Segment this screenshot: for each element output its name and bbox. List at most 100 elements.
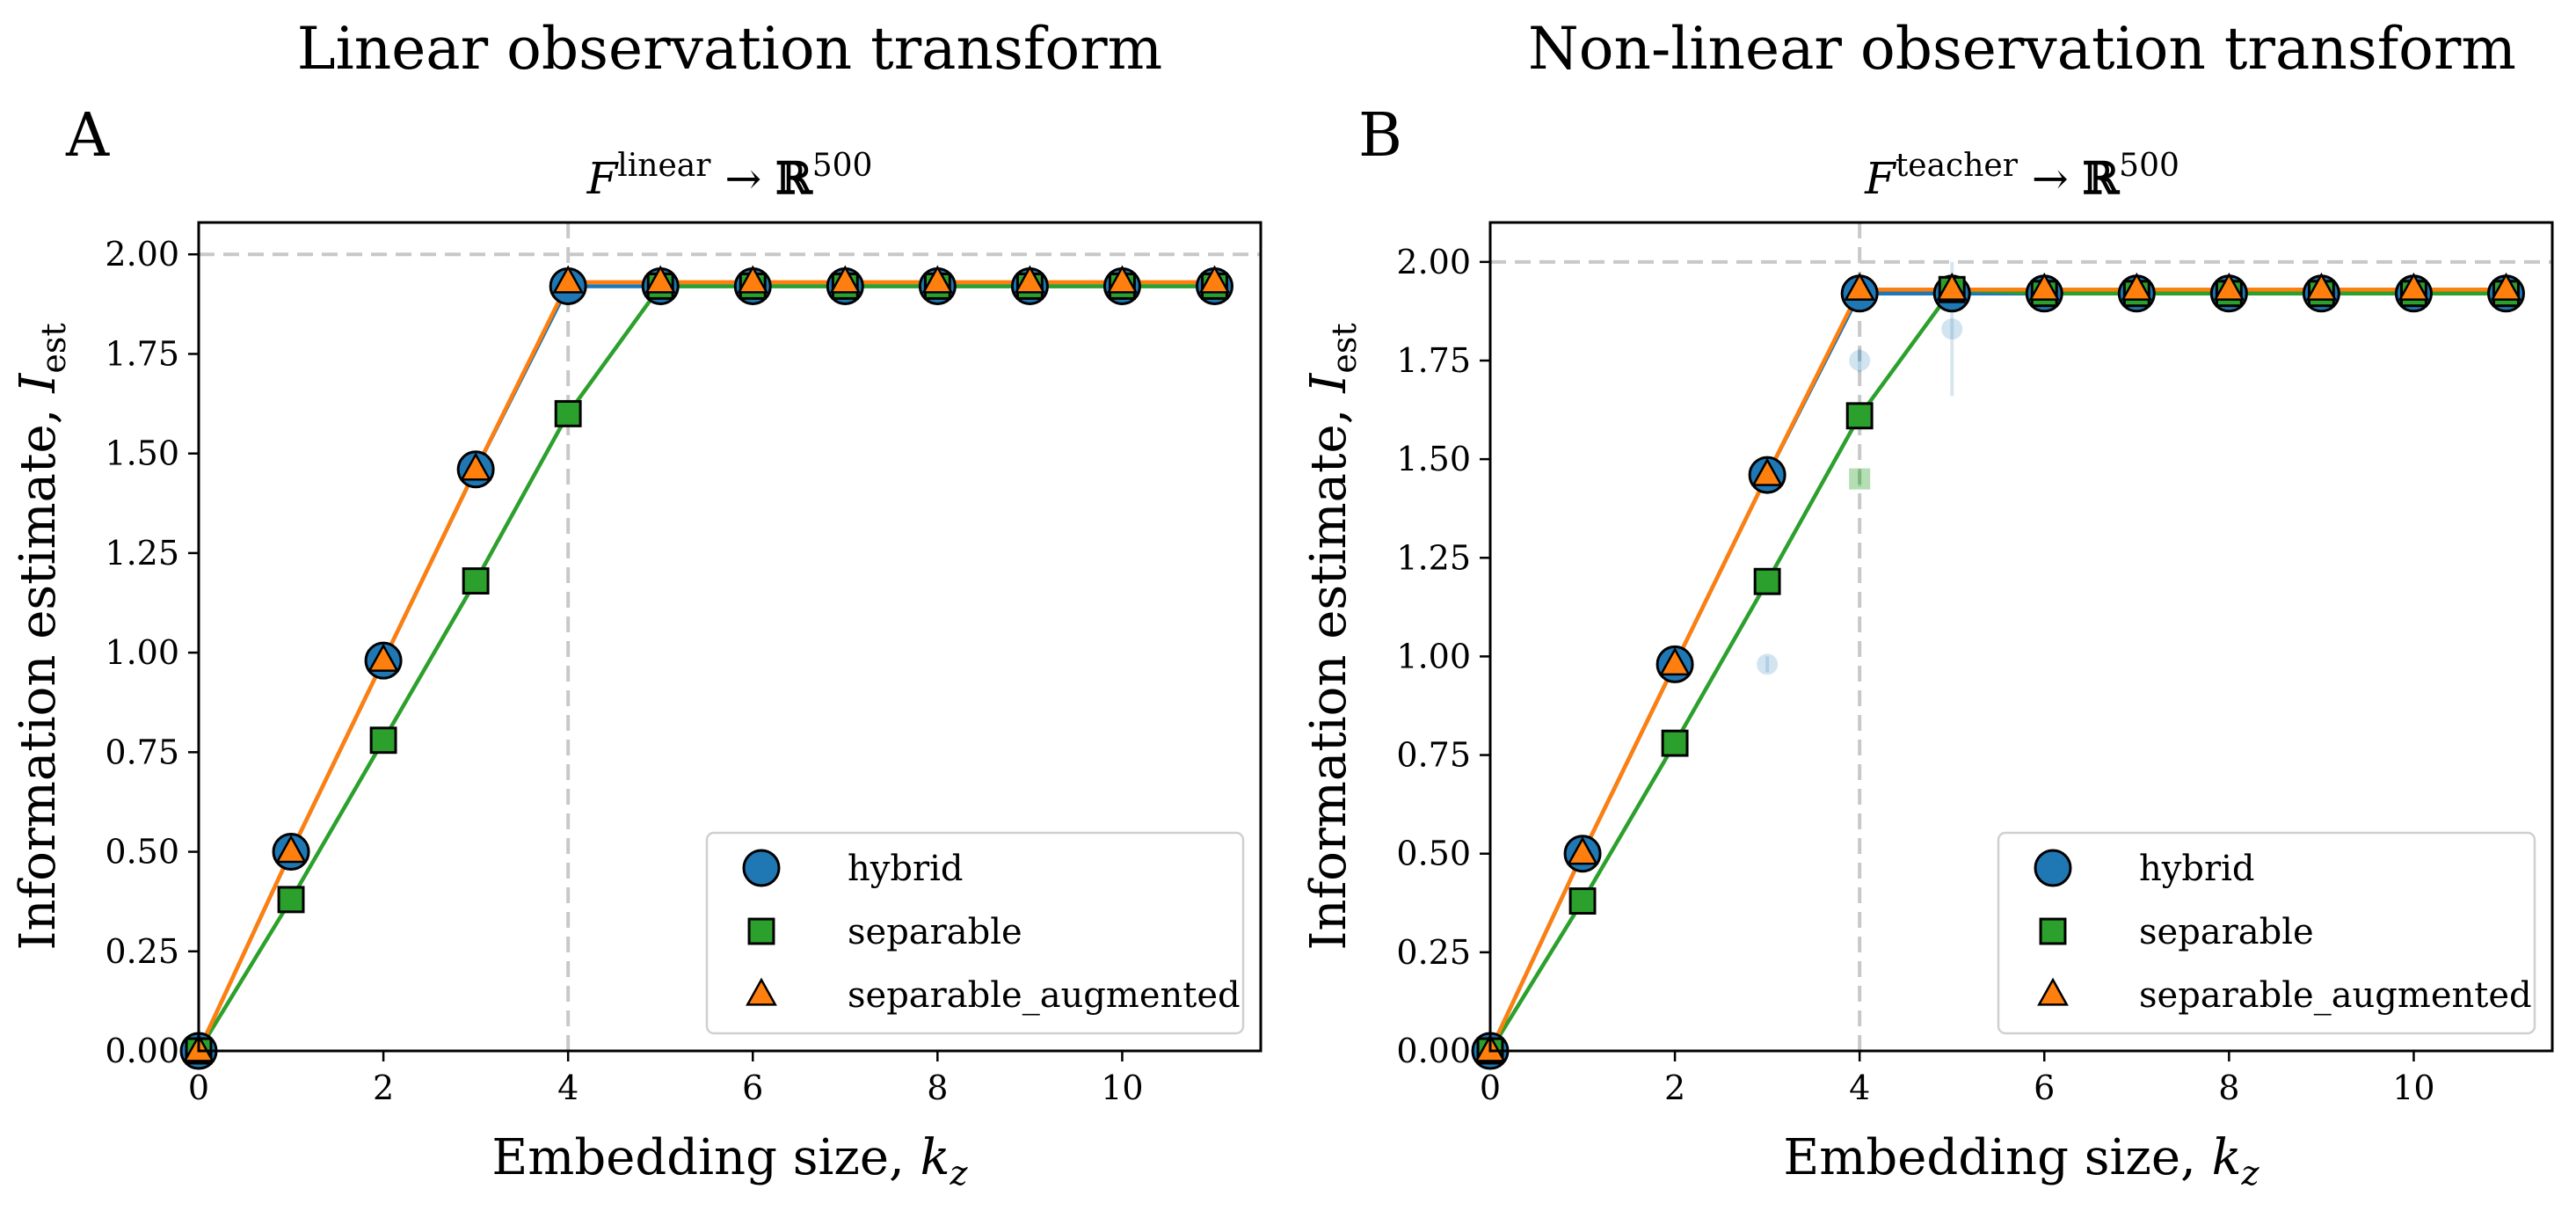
data-point-separable_augmented xyxy=(1751,457,1784,486)
x-tick-label: 8 xyxy=(927,1068,948,1107)
y-tick-label: 2.00 xyxy=(1396,243,1471,281)
y-tick-label: 0.25 xyxy=(1396,933,1471,972)
y-tick-label: 0.50 xyxy=(1396,835,1471,873)
x-axis-label: Embedding size, kz xyxy=(1783,1129,2259,1192)
title-superscript: linear xyxy=(617,148,711,184)
y-label-sub: est xyxy=(1325,323,1364,373)
y-tick-label: 1.25 xyxy=(1396,538,1471,577)
y-tick-label: 0.25 xyxy=(105,932,179,971)
y-tick-label: 0.00 xyxy=(105,1032,179,1070)
data-point-separable_augmented xyxy=(737,265,769,294)
y-tick-label: 2.00 xyxy=(105,235,179,274)
legend-label-separable: separable xyxy=(2139,912,2314,952)
x-tick-label: 8 xyxy=(2218,1068,2239,1107)
legend-label-separable: separable xyxy=(848,912,1022,952)
x-tick-label: 6 xyxy=(742,1068,763,1107)
legend-label-hybrid: hybrid xyxy=(848,849,963,889)
data-point-separable_augmented xyxy=(829,265,862,294)
y-axis-label: Information estimate, Iest xyxy=(1300,323,1364,950)
data-point-separable xyxy=(1753,567,1781,595)
legend: hybrid separable separable_augmented xyxy=(1997,831,2536,1035)
data-point-separable_augmented xyxy=(2490,272,2522,301)
y-tick-label: 1.75 xyxy=(105,334,179,373)
title-dimension: 500 xyxy=(2119,148,2179,184)
data-point-separable xyxy=(1845,402,1874,430)
panel-label: B xyxy=(1358,101,1402,171)
x-tick-label: 10 xyxy=(2392,1068,2434,1107)
legend-marker-hybrid xyxy=(742,849,781,887)
title-space: ℝ xyxy=(775,152,813,204)
data-point-separable_augmented xyxy=(1844,272,1876,301)
legend-box xyxy=(1997,831,2536,1035)
title-space: ℝ xyxy=(2083,152,2121,204)
faint-point xyxy=(1757,653,1779,675)
y-label-var: I xyxy=(10,372,67,394)
data-point-separable_augmented xyxy=(2213,272,2245,301)
legend-box xyxy=(705,831,1245,1035)
panel-a: Linear observation transform A Flinear → ℝ… xyxy=(10,15,1263,1192)
x-label-sub: z xyxy=(2241,1154,2260,1192)
x-tick-label: 2 xyxy=(373,1068,394,1107)
data-point-separable xyxy=(1661,729,1689,757)
data-point-separable_augmented xyxy=(2398,272,2430,301)
data-point-separable_augmented xyxy=(2305,272,2338,301)
data-point-separable_augmented xyxy=(921,265,954,294)
data-point-separable_augmented xyxy=(1567,836,1598,865)
data-point-separable_augmented xyxy=(1106,265,1139,294)
data-point-separable_augmented xyxy=(1014,265,1046,294)
y-tick-label: 1.00 xyxy=(105,633,179,672)
chart-title: Flinear → ℝ500 xyxy=(586,148,873,204)
y-tick-label: 1.75 xyxy=(1396,341,1471,380)
faint-point xyxy=(1941,318,1963,340)
x-tick-label: 0 xyxy=(1480,1068,1501,1107)
panel-b: Non-linear observation transform B Fteache… xyxy=(1300,15,2554,1192)
title-base: F xyxy=(586,153,620,204)
x-label-sub: z xyxy=(950,1154,969,1192)
x-label-text: Embedding size, xyxy=(491,1129,920,1186)
y-tick-label: 1.00 xyxy=(1396,637,1471,675)
data-point-separable_augmented xyxy=(367,643,399,672)
legend-marker-separable xyxy=(2039,917,2067,945)
data-point-separable_augmented xyxy=(1198,265,1231,294)
y-tick-label: 0.75 xyxy=(105,733,179,771)
legend-marker-separable xyxy=(747,917,775,945)
legend-marker-separable_augmented xyxy=(746,977,777,1006)
x-tick-label: 4 xyxy=(557,1068,579,1107)
legend-label-hybrid: hybrid xyxy=(2139,849,2254,889)
data-point-separable xyxy=(554,399,582,427)
y-label-text: Information estimate, xyxy=(10,393,67,951)
title-superscript: teacher xyxy=(1896,148,2019,184)
y-tick-label: 1.25 xyxy=(105,534,179,573)
chart-title: Fteacher → ℝ500 xyxy=(1864,148,2179,204)
faint-point xyxy=(1849,468,1871,490)
x-label-var: k xyxy=(921,1129,950,1186)
data-point-separable_augmented xyxy=(552,265,585,294)
axes-frame xyxy=(1488,221,2554,1053)
legend: hybrid separable separable_augmented xyxy=(705,831,1245,1035)
y-tick-label: 1.50 xyxy=(1396,440,1471,478)
y-axis-label: Information estimate, Iest xyxy=(10,323,73,950)
suptitle: Linear observation transform xyxy=(297,15,1162,83)
legend-label-separable_augmented: separable_augmented xyxy=(848,975,1241,1016)
title-base: F xyxy=(1864,153,1897,204)
data-point-separable xyxy=(1568,887,1597,915)
title-arrow: → xyxy=(710,153,775,204)
y-tick-label: 0.50 xyxy=(105,833,179,872)
y-label-sub: est xyxy=(34,323,73,373)
x-label-var: k xyxy=(2212,1129,2242,1186)
data-point-separable_augmented xyxy=(644,265,677,294)
x-tick-label: 4 xyxy=(1849,1068,1870,1107)
legend-marker-separable_augmented xyxy=(2037,977,2069,1006)
faint-point xyxy=(1849,350,1871,371)
y-label-text: Information estimate, xyxy=(1300,393,1357,951)
data-point-separable_augmented xyxy=(460,452,492,481)
legend-label-separable_augmented: separable_augmented xyxy=(2139,975,2532,1016)
x-tick-label: 6 xyxy=(2034,1068,2055,1107)
x-tick-label: 0 xyxy=(188,1068,209,1107)
data-point-separable xyxy=(462,567,490,595)
y-tick-label: 0.00 xyxy=(1396,1032,1471,1070)
data-point-separable_augmented xyxy=(1936,272,1968,301)
data-point-separable xyxy=(369,726,397,755)
x-tick-label: 2 xyxy=(1664,1068,1685,1107)
